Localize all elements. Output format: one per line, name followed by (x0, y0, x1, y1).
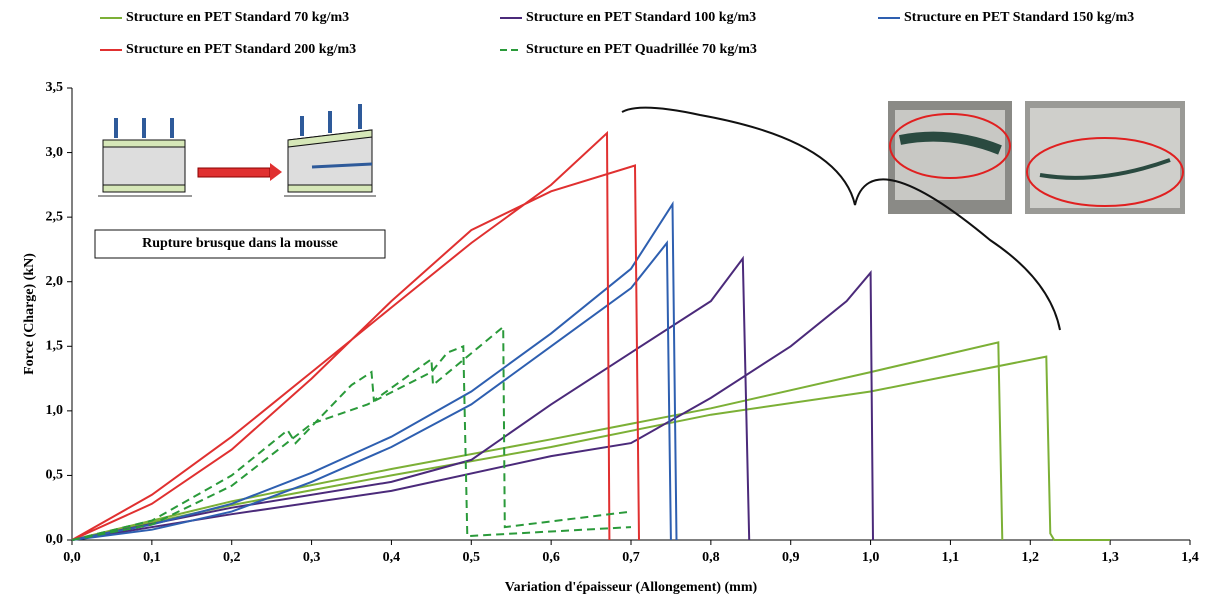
x-tick-label: 1,2 (1022, 550, 1040, 565)
y-tick-label: 0,5 (46, 468, 64, 483)
y-tick-label: 1,5 (46, 339, 64, 354)
x-tick-label: 0,8 (702, 550, 720, 565)
x-tick-label: 0,1 (143, 550, 161, 565)
x-tick-label: 0,3 (303, 550, 321, 565)
series-line (71, 130, 640, 541)
x-axis-label: Variation d'épaisseur (Allongement) (mm) (505, 580, 758, 595)
y-axis-label: Force (Charge) (kN) (22, 253, 37, 375)
x-tick-label: 0,0 (63, 550, 81, 565)
x-tick-label: 0,4 (383, 550, 401, 565)
series-line (71, 324, 632, 541)
y-tick-label: 2,5 (46, 209, 64, 224)
x-tick-label: 1,3 (1101, 550, 1119, 565)
inset-diagram: Rupture brusque dans la mousse (94, 104, 386, 259)
x-tick-label: 0,7 (622, 550, 640, 565)
legend-label: Structure en PET Standard 150 kg/m3 (904, 10, 1134, 25)
photos (621, 101, 1185, 331)
x-tick-label: 0,6 (542, 550, 560, 565)
y-tick-label: 1,0 (46, 403, 64, 418)
series-line (71, 255, 874, 541)
series-line (71, 200, 678, 541)
y-tick-label: 0,0 (46, 532, 64, 547)
x-tick-label: 0,9 (782, 550, 800, 565)
x-tick-label: 1,4 (1181, 550, 1199, 565)
y-tick-label: 3,0 (46, 145, 64, 160)
legend-label: Structure en PET Standard 70 kg/m3 (126, 10, 349, 25)
annotation: Rupture brusque dans la mousse (142, 236, 338, 251)
y-tick-label: 2,0 (46, 274, 64, 289)
x-tick-label: 1,1 (942, 550, 960, 565)
y-tick-label: 3,5 (46, 80, 64, 95)
x-tick-label: 0,5 (463, 550, 481, 565)
x-tick-label: 1,0 (862, 550, 880, 565)
legend-label: Structure en PET Quadrillée 70 kg/m3 (526, 42, 757, 57)
series-line (71, 341, 1111, 541)
legend-label: Structure en PET Standard 200 kg/m3 (126, 42, 356, 57)
legend-label: Structure en PET Standard 100 kg/m3 (526, 10, 756, 25)
x-tick-label: 0,2 (223, 550, 241, 565)
